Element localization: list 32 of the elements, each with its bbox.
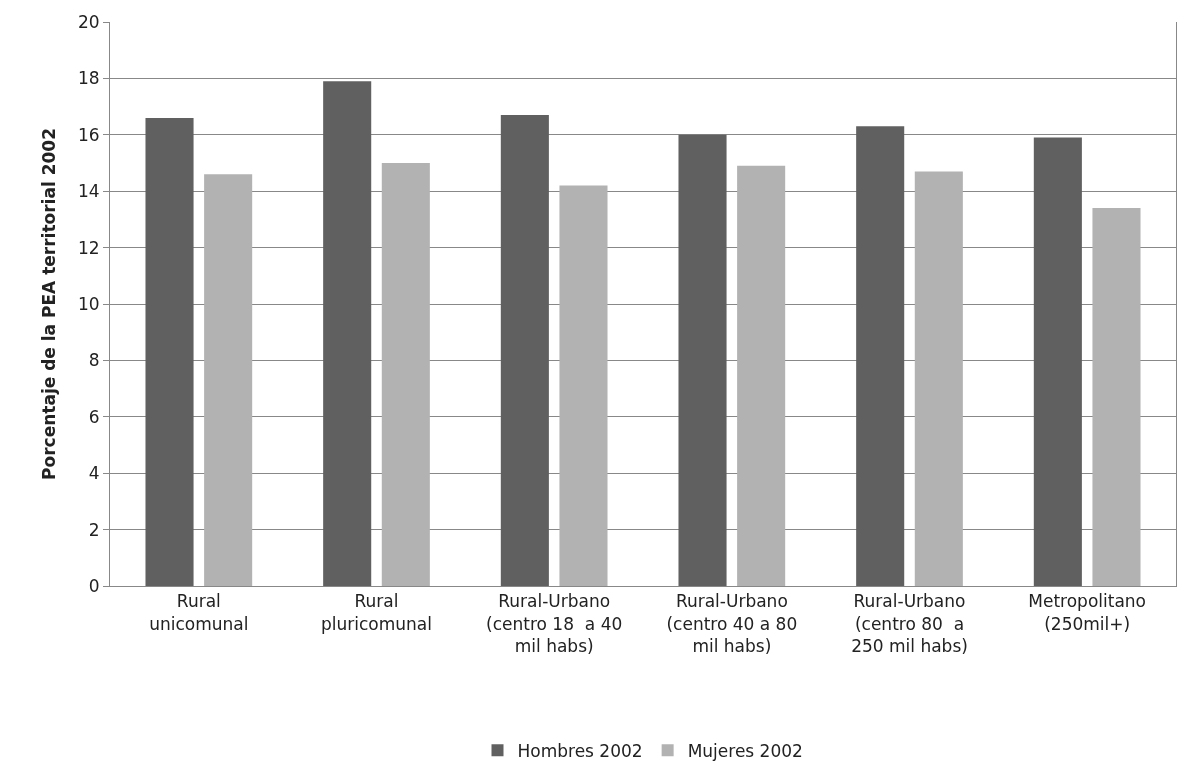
bar: [145, 117, 194, 586]
y-tick-label: 12: [77, 237, 100, 258]
x-tick-label: Rural unicomunal: [149, 591, 249, 634]
x-tick-label: Rural-Urbano (centro 40 a 80 mil habs): [666, 591, 798, 656]
x-tick-label: Rural pluricomunal: [321, 591, 432, 634]
bar: [678, 134, 727, 586]
bar: [914, 171, 963, 586]
y-tick-label: 4: [88, 463, 100, 484]
x-tick-label: Rural-Urbano (centro 80 a 250 mil habs): [851, 591, 968, 656]
y-tick-label: 0: [88, 575, 100, 596]
y-tick-label: 2: [88, 519, 100, 540]
bar: [323, 81, 372, 586]
y-tick-label: 10: [77, 293, 100, 314]
bar: [737, 165, 786, 586]
x-tick-label: Rural-Urbano (centro 18 a 40 mil habs): [486, 591, 623, 656]
x-tick-label: Metropolitano (250mil+): [1028, 591, 1147, 634]
y-tick-label: 20: [77, 11, 100, 32]
y-axis-title: Porcentaje de la PEA territorial 2002: [38, 128, 59, 480]
legend-label: Mujeres 2002: [687, 740, 803, 761]
y-tick-label: 16: [77, 124, 100, 145]
bar: [204, 174, 253, 586]
y-tick-label: 8: [88, 350, 100, 371]
bar: [500, 115, 549, 586]
bar: [559, 185, 608, 586]
y-tick-label: 14: [77, 181, 100, 202]
bar: [381, 163, 430, 586]
bar: [856, 126, 905, 586]
legend-label: Hombres 2002: [517, 740, 643, 761]
bar: [1092, 208, 1141, 586]
bar: [1033, 137, 1082, 586]
y-tick-label: 6: [88, 406, 100, 427]
y-tick-label: 18: [77, 68, 100, 89]
